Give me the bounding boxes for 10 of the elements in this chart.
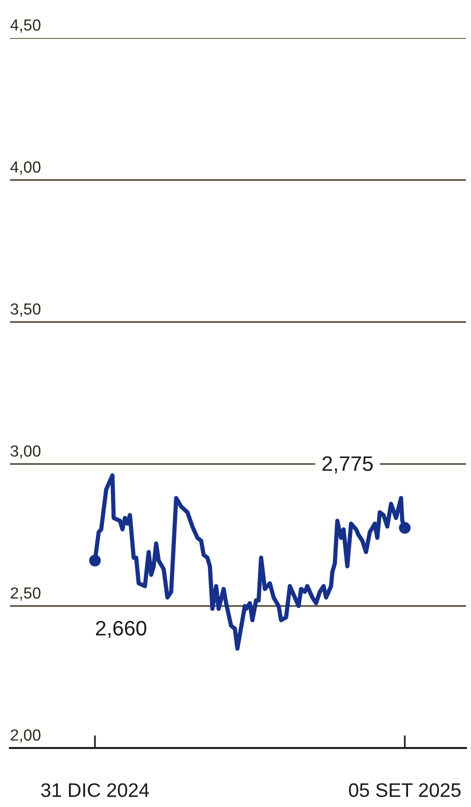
annotation: 2,775 <box>322 456 373 474</box>
y-tick-label: 3,50 <box>10 303 40 317</box>
y-tick-label: 2,00 <box>10 729 40 743</box>
x-tick-label: 05 SET 2025 <box>348 783 461 798</box>
y-tick-label: 2,50 <box>10 587 40 601</box>
y-tick-label: 4,50 <box>10 19 40 33</box>
x-tick-label: 31 DIC 2024 <box>41 783 149 798</box>
y-tick-label: 3,00 <box>10 445 40 459</box>
y-tick-label: 4,00 <box>10 161 40 175</box>
annotation: 2,660 <box>96 620 146 638</box>
